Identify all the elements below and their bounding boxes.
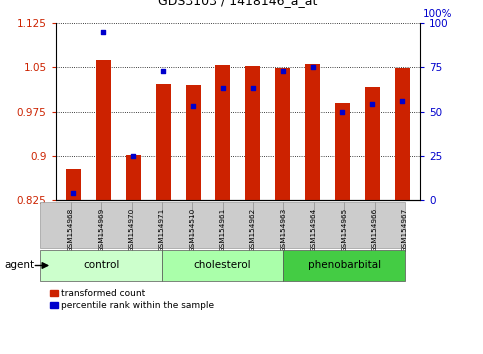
Bar — [96, 59, 111, 200]
Point — [339, 109, 346, 114]
Point — [70, 190, 77, 196]
Text: GSM154510: GSM154510 — [189, 207, 195, 252]
Text: GSM154965: GSM154965 — [341, 207, 347, 252]
Bar — [245, 66, 260, 200]
Bar — [101, 202, 131, 248]
Bar — [156, 84, 170, 200]
Point — [249, 86, 256, 91]
Bar — [41, 202, 71, 248]
Text: GDS3103 / 1418146_a_at: GDS3103 / 1418146_a_at — [158, 0, 317, 7]
Bar — [162, 202, 192, 248]
Bar — [126, 155, 141, 200]
Bar — [344, 202, 375, 248]
Text: GSM154970: GSM154970 — [128, 207, 135, 252]
Text: GSM154964: GSM154964 — [311, 207, 317, 252]
Text: GSM154961: GSM154961 — [220, 207, 226, 252]
Point — [398, 98, 406, 104]
Bar — [215, 65, 230, 200]
Bar — [66, 169, 81, 200]
Text: GSM154967: GSM154967 — [402, 207, 408, 252]
Text: control: control — [83, 261, 119, 270]
Bar — [284, 202, 314, 248]
Bar — [185, 85, 200, 200]
Point — [99, 29, 107, 35]
Bar — [314, 202, 344, 248]
Point — [309, 64, 316, 70]
Point — [159, 68, 167, 74]
Text: agent: agent — [5, 261, 35, 270]
Text: 100%: 100% — [423, 10, 452, 19]
Bar — [253, 202, 284, 248]
Text: phenobarbital: phenobarbital — [308, 261, 381, 270]
Bar — [275, 68, 290, 200]
Bar — [192, 202, 223, 248]
Text: GSM154962: GSM154962 — [250, 207, 256, 252]
Point — [129, 153, 137, 159]
Bar — [131, 202, 162, 248]
Text: cholesterol: cholesterol — [194, 261, 252, 270]
Text: GSM154966: GSM154966 — [371, 207, 378, 252]
Bar — [395, 68, 410, 200]
Point — [369, 102, 376, 107]
Bar — [335, 103, 350, 200]
Point — [189, 103, 197, 109]
Text: GSM154968: GSM154968 — [68, 207, 74, 252]
Bar — [41, 250, 162, 281]
Bar — [223, 202, 253, 248]
Point — [219, 86, 227, 91]
Text: GSM154963: GSM154963 — [281, 207, 286, 252]
Bar — [71, 202, 101, 248]
Legend: transformed count, percentile rank within the sample: transformed count, percentile rank withi… — [50, 290, 214, 310]
Bar — [162, 250, 284, 281]
Bar — [284, 250, 405, 281]
Bar — [365, 87, 380, 200]
Bar — [305, 64, 320, 200]
Text: GSM154971: GSM154971 — [159, 207, 165, 252]
Text: GSM154969: GSM154969 — [98, 207, 104, 252]
Point — [279, 68, 286, 74]
Bar — [375, 202, 405, 248]
